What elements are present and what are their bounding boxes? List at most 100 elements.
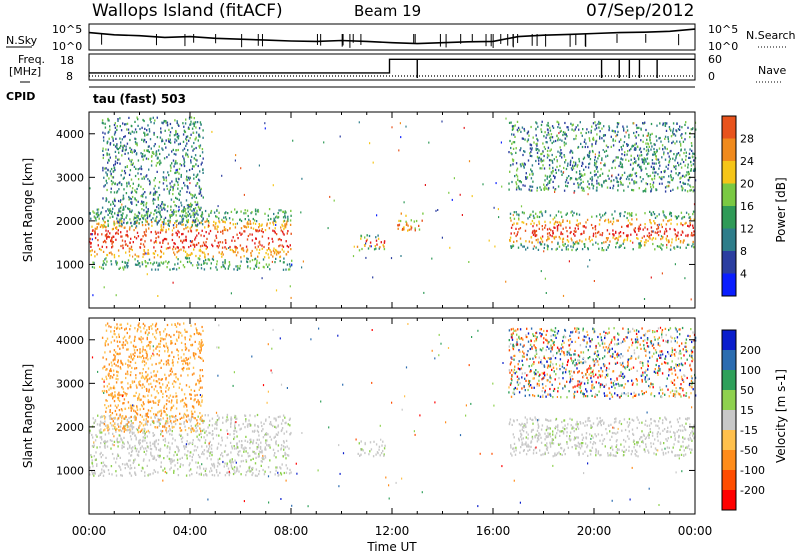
scatter-cell [637, 227, 640, 230]
scatter-cell [108, 200, 110, 204]
scatter-cell [222, 220, 224, 223]
scatter-cell [171, 162, 173, 165]
scatter-cell [126, 266, 129, 269]
scatter-cell [175, 177, 177, 180]
scatter-cell [158, 145, 160, 148]
scatter-cell [248, 468, 250, 471]
scatter-cell [204, 220, 206, 223]
scatter-cell [210, 467, 212, 470]
scatter-cell [120, 199, 122, 202]
scatter-cell [627, 234, 629, 237]
scatter-cell [107, 119, 109, 122]
scatter-cell [674, 134, 677, 137]
scatter-cell [245, 245, 248, 248]
scatter-cell [292, 139, 294, 142]
scatter-cell [165, 228, 167, 232]
scatter-cell [258, 223, 260, 226]
scatter-cell [575, 223, 578, 227]
scatter-cell [533, 245, 535, 248]
scatter-cell [536, 144, 538, 147]
scatter-cell [670, 189, 672, 192]
scatter-cell [623, 240, 625, 243]
scatter-cell [536, 186, 538, 189]
scatter-cell [238, 440, 241, 443]
scatter-cell [157, 149, 160, 152]
scatter-cell [199, 377, 201, 380]
scatter-cell [171, 382, 174, 385]
scatter-cell [183, 322, 185, 325]
scatter-cell [649, 133, 652, 136]
scatter-cell [572, 244, 575, 247]
scatter-cell [130, 148, 133, 151]
scatter-cell [283, 233, 285, 236]
scatter-cell [134, 141, 137, 144]
scatter-cell [284, 451, 286, 454]
scatter-cell [273, 212, 275, 216]
scatter-cell [403, 201, 405, 204]
scatter-cell [195, 184, 197, 187]
scatter-cell [660, 140, 662, 143]
scatter-cell [608, 177, 610, 180]
scatter-cell [545, 136, 547, 139]
scatter-cell [285, 439, 288, 442]
scatter-cell [113, 164, 115, 167]
scatter-cell [137, 178, 140, 181]
scatter-cell [264, 448, 266, 451]
scatter-cell [165, 231, 167, 234]
freq-left-tick-bottom: 8 [66, 70, 73, 83]
scatter-cell [673, 153, 675, 156]
scatter-cell [580, 174, 583, 177]
scatter-cell [175, 171, 177, 174]
scatter-cell [277, 444, 280, 447]
scatter-cell [104, 424, 107, 427]
scatter-cell [274, 248, 277, 252]
scatter-cell [189, 227, 191, 230]
scatter-cell [233, 268, 235, 271]
scatter-cell [591, 179, 593, 182]
scatter-cell [134, 120, 136, 123]
scatter-cell [329, 195, 331, 198]
scatter-cell [279, 259, 281, 263]
scatter-cell [116, 221, 118, 225]
scatter-cell [279, 237, 281, 241]
scatter-cell [162, 469, 164, 472]
scatter-cell [111, 439, 113, 442]
scatter-cell [690, 169, 692, 172]
scatter-cell [650, 165, 653, 168]
scatter-cell [247, 225, 249, 228]
scatter-cell [664, 215, 666, 218]
scatter-cell [634, 227, 636, 230]
scatter-cell [237, 453, 239, 456]
scatter-cell [177, 123, 179, 126]
scatter-cell [562, 220, 564, 223]
scatter-cell [609, 186, 611, 189]
scatter-cell [157, 210, 159, 213]
scatter-cell [240, 219, 243, 223]
scatter-cell [612, 217, 615, 220]
scatter-cell [255, 237, 257, 240]
scatter-cell [556, 134, 558, 137]
scatter-cell [254, 452, 256, 455]
scatter-cell [118, 414, 121, 417]
scatter-cell [569, 226, 571, 229]
scatter-cell [170, 208, 172, 211]
scatter-cell [545, 292, 547, 294]
scatter-cell [259, 243, 261, 246]
scatter-cell [168, 219, 170, 222]
scatter-cell [551, 136, 554, 139]
scatter-cell [548, 154, 550, 157]
scatter-cell [189, 454, 191, 458]
scatter-cell [535, 147, 537, 150]
scatter-cell [95, 451, 97, 454]
scatter-cell [538, 222, 541, 225]
scatter-cell [685, 211, 688, 214]
scatter-cell [112, 202, 115, 205]
scatter-cell [566, 235, 569, 238]
scatter-cell [266, 439, 268, 442]
scatter-cell [273, 436, 275, 439]
scatter-cell [333, 199, 335, 202]
scatter-cell [677, 161, 679, 164]
scatter-cell [129, 138, 131, 142]
scatter-cell [188, 246, 190, 249]
scatter-cell [211, 243, 213, 246]
